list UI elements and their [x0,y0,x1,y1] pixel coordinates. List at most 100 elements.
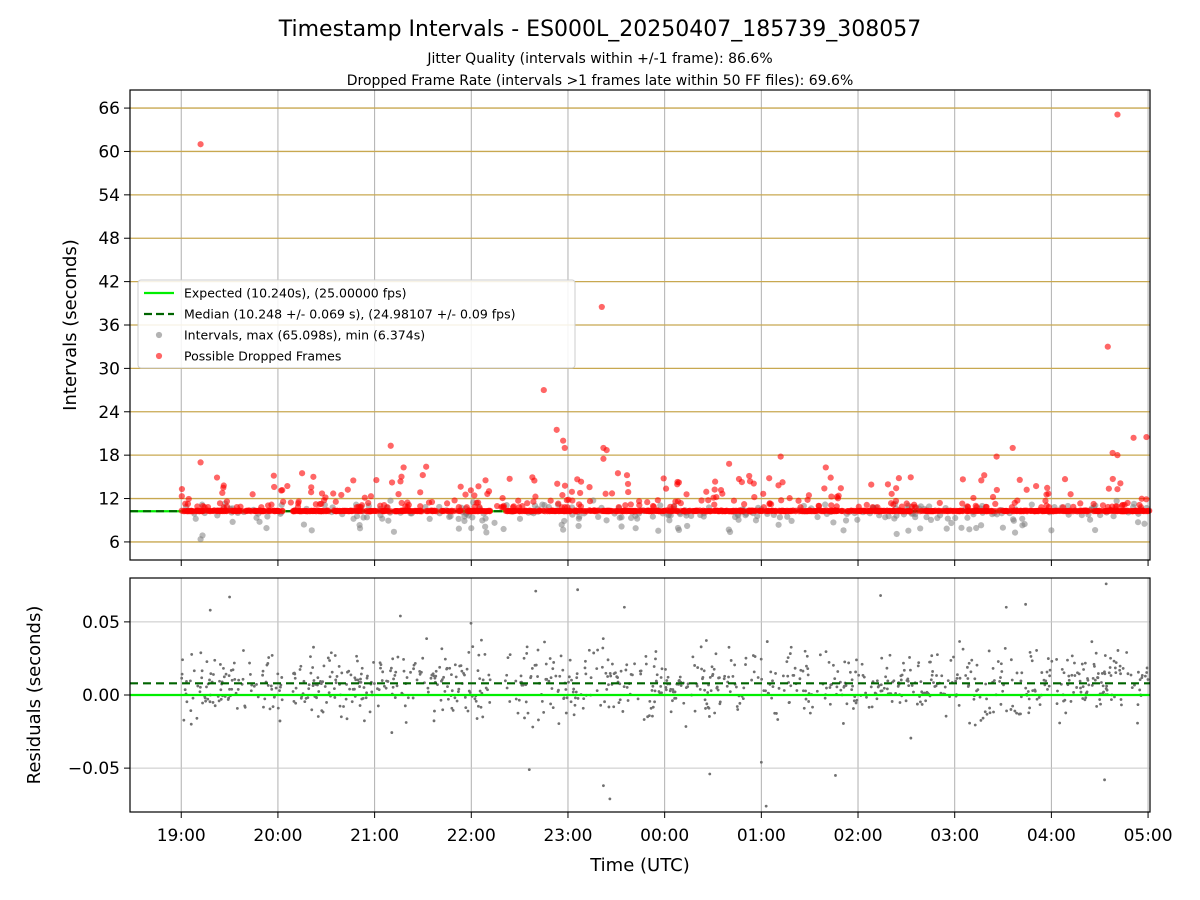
residual-point [924,699,928,703]
residual-point [262,705,265,709]
residual-point [200,676,204,680]
residual-point [319,679,322,683]
residual-point [547,679,551,683]
residual-point [644,662,648,666]
dropped-frame-point [833,503,840,510]
dropped-frame-outlier [560,437,567,444]
residual-point [233,677,237,681]
residual-point [380,679,384,682]
residual-point [440,678,444,682]
residual-point [852,699,856,703]
legend-entry-label: Median (10.248 +/- 0.069 s), (24.98107 +… [184,307,515,322]
dropped-frame-point [888,490,895,497]
residual-point [843,660,847,664]
residual-point [345,717,349,721]
residual-point [540,699,544,703]
residual-point [1048,674,1052,678]
interval-point [263,525,270,532]
residual-point [1112,659,1116,663]
interval-point [516,515,524,522]
residual-point [907,684,911,688]
residual-point [759,657,763,661]
residual-point [1136,670,1140,674]
residual-point [395,684,399,688]
residual-point [604,671,608,675]
residual-point [478,689,482,693]
residual-point [706,691,710,694]
x-tick-label: 05:00 [1124,826,1173,846]
residuals-y-tick-label: −0.05 [68,759,120,779]
residual-point [321,680,325,684]
residual-point [464,706,468,709]
residual-point [1058,721,1062,725]
interval-point [1019,522,1026,529]
residual-point [459,664,463,668]
residual-point [713,711,717,715]
residual-point [1105,688,1109,692]
dropped-frame-point [365,499,372,507]
intervals-y-tick-label: 36 [98,316,120,336]
dropped-frame-point [624,480,632,488]
residual-point [659,685,663,688]
residual-point [208,678,211,682]
interval-point [560,526,567,533]
residual-point [595,667,599,671]
interval-point [776,514,783,521]
dropped-frame-point [1061,476,1069,483]
residual-point [618,698,622,702]
residual-point [479,705,483,709]
interval-point [842,517,850,524]
residual-point [543,640,546,644]
residual-point [651,714,654,718]
residual-point [1140,676,1144,680]
dropped-frame-point [1045,490,1052,497]
intervals-y-tick-label: 60 [98,142,120,162]
residual-point [999,662,1003,666]
intervals-y-tick-label: 6 [109,533,120,553]
dropped-frame-point [524,500,531,507]
x-tick-label: 23:00 [543,826,592,846]
residual-point [850,688,854,692]
residual-point [326,656,330,660]
residuals-plot: −0.05 0.00 0.05 19:00 20:00 21:00 22:00 23:00 00… [68,577,1173,846]
residual-point [250,683,254,687]
dropped-frame-outlier [777,453,784,460]
dropped-frame-point [463,504,470,511]
residual-point [181,658,184,662]
residual-point [736,708,740,711]
dropped-frame-outlier [387,442,394,449]
residual-point [607,705,611,709]
residual-point [839,688,843,692]
residual-point [342,705,345,708]
residual-point [786,674,790,678]
residuals-plot-frame [129,577,1151,813]
interval-point [1010,517,1017,524]
dropped-frame-point [476,504,483,511]
residual-point [188,679,192,683]
residual-point [471,645,475,649]
residual-point [835,685,839,689]
residual-outlier [527,768,531,771]
residual-point [263,697,267,701]
residual-point [727,645,731,649]
residual-point [606,658,610,662]
dropped-frame-point [265,502,272,509]
residual-outlier [708,772,712,776]
dropped-frame-point [766,500,773,507]
dropped-frame-point [185,495,192,503]
residual-point [386,680,390,683]
residual-point [952,655,955,659]
residual-point [488,701,492,704]
residual-point [712,667,716,671]
residual-point [1133,683,1136,687]
residual-point [771,679,774,683]
residual-point [725,684,729,688]
dropped-frame-point [532,493,539,500]
residual-point [574,690,578,694]
dropped-frame-outlier [423,463,430,470]
dropped-frame-point [419,472,426,479]
dropped-frame-point [577,478,585,485]
residual-point [317,690,321,693]
residual-point [1095,704,1099,708]
residual-point [801,689,805,693]
